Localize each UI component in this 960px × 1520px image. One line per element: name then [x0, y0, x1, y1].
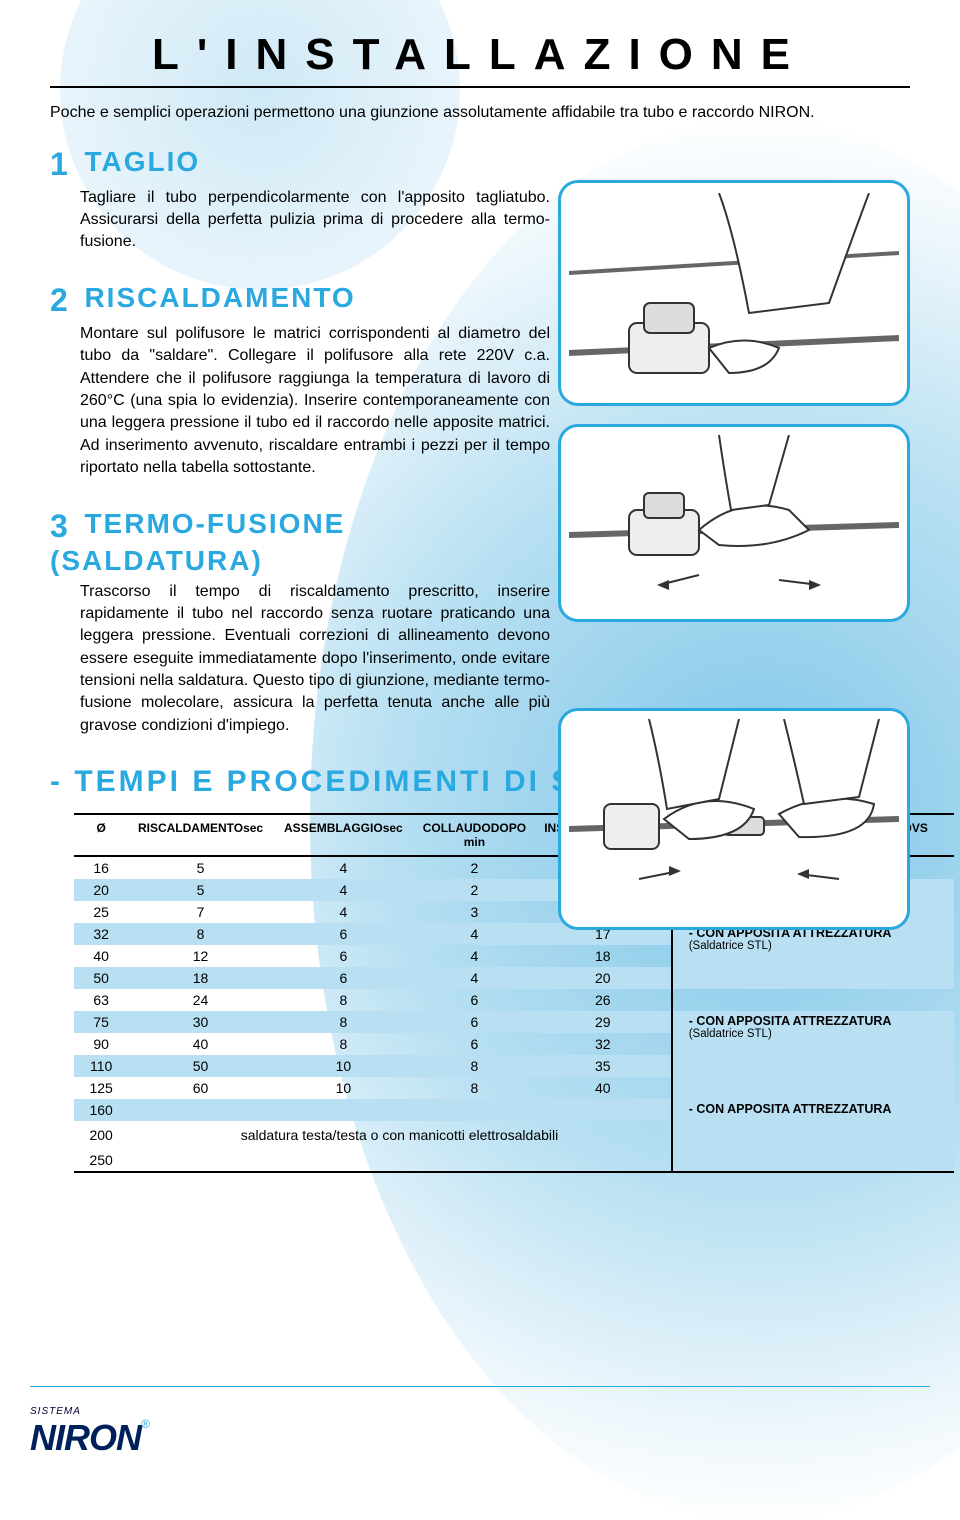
step-number: 3: [50, 508, 80, 545]
footer-logo: SISTEMA NIRON®: [30, 1406, 150, 1459]
step-body: Trascorso il tempo di riscaldamento pres…: [80, 581, 550, 738]
intro-text: Poche e semplici operazioni permettono u…: [50, 102, 910, 124]
procedure-cell: - CON APPOSITA ATTREZZATURA(Saldatrice S…: [672, 1011, 954, 1099]
table-row: 63248626: [74, 989, 954, 1011]
step-heading: RISCALDAMENTO: [84, 282, 355, 313]
step-body: Montare sul polifusore le matrici corris…: [80, 323, 550, 480]
step-body: Tagliare il tubo perpendicolarmente con …: [80, 187, 550, 254]
table-row: 160- CON APPOSITA ATTREZZATURA: [74, 1099, 954, 1121]
procedure-cell: - CON APPOSITA ATTREZZATURA: [672, 1099, 954, 1172]
illustration-fusion: [558, 708, 910, 930]
logo-niron: NIRON: [30, 1417, 141, 1458]
step-heading: TERMO-FUSIONE (SALDATURA): [50, 508, 345, 576]
col-test: COLLAUDO: [423, 821, 491, 835]
step-number: 2: [50, 282, 80, 319]
step-number: 1: [50, 146, 80, 183]
footer-rule: [30, 1386, 930, 1387]
table-row: 75308629- CON APPOSITA ATTREZZATURA(Sald…: [74, 1011, 954, 1033]
illustration-heating: [558, 424, 910, 622]
col-heating: RISCALDAMENTO: [138, 821, 243, 835]
procedure-cell: - CON APPOSITA ATTREZZATURA(Saldatrice S…: [672, 923, 954, 989]
col-assembly: ASSEMBLAGGIO: [284, 821, 383, 835]
col-diameter: Ø: [96, 821, 105, 835]
page-title: L'INSTALLAZIONE: [50, 30, 910, 88]
step-heading: TAGLIO: [84, 146, 200, 177]
table-footnote: saldatura testa/testa o con manicotti el…: [128, 1121, 671, 1149]
logo-sistema: SISTEMA: [30, 1406, 150, 1417]
procedure-cell: [672, 989, 954, 1011]
illustration-cutting: [558, 180, 910, 406]
logo-registered: ®: [141, 1417, 150, 1431]
